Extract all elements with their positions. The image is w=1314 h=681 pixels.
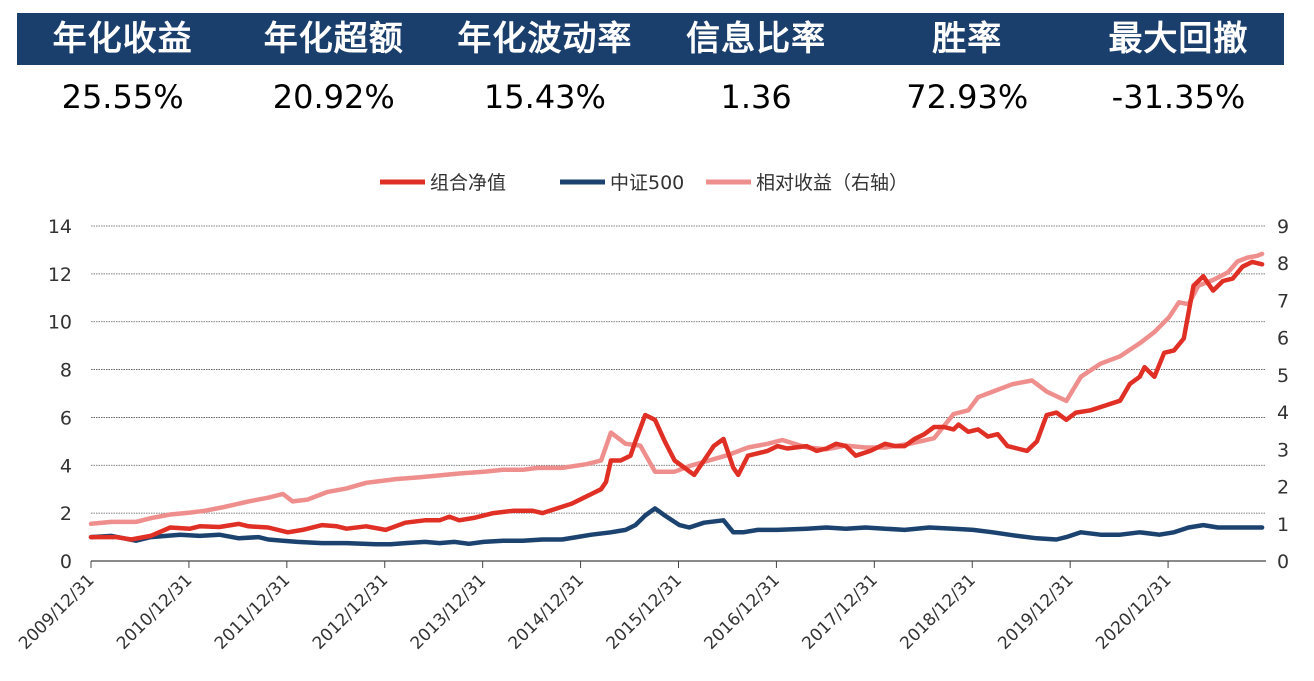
series-lines — [88, 251, 1265, 547]
x-tick-label: 2010/12/31 — [113, 570, 196, 653]
legend-label: 组合净值 — [430, 172, 506, 194]
y-right-tick-label: 2 — [1277, 477, 1289, 499]
metric-value-annual-volatility: 15.43% — [483, 78, 606, 116]
metrics-value-row: 25.55% 20.92% 15.43% 1.36 72.93% -31.35% — [17, 65, 1284, 129]
x-tick-label: 2013/12/31 — [407, 570, 490, 653]
metric-value-information-ratio: 1.36 — [720, 78, 792, 116]
y-right-tick-label: 9 — [1277, 216, 1289, 238]
x-tick-label: 2020/12/31 — [1092, 570, 1175, 653]
y-left-tick-label: 6 — [60, 407, 72, 429]
legend: 组合净值 中证500 相对收益（右轴） — [380, 172, 908, 194]
series-line-2 — [88, 251, 1265, 527]
metric-value-annual-return: 25.55% — [61, 78, 184, 116]
x-tick-label: 2016/12/31 — [701, 570, 784, 653]
x-tick-label: 2011/12/31 — [211, 570, 294, 653]
x-tick-label: 2017/12/31 — [798, 570, 881, 653]
metrics-header-row: 年化收益 年化超额 年化波动率 信息比率 胜率 最大回撤 — [17, 13, 1284, 65]
metric-header-information-ratio: 信息比率 — [686, 19, 827, 59]
series-line-1 — [88, 506, 1265, 547]
y-right-tick-label: 0 — [1277, 551, 1289, 573]
series-line-0 — [88, 259, 1265, 542]
y-left-tick-label: 14 — [48, 216, 72, 238]
x-tick-label: 2018/12/31 — [896, 570, 979, 653]
y-right-tick-label: 8 — [1277, 253, 1289, 275]
x-tick-label: 2012/12/31 — [309, 570, 392, 653]
y-right-tick-label: 4 — [1277, 402, 1289, 424]
metric-header-annual-return: 年化收益 — [52, 19, 193, 59]
y-left-tick-label: 0 — [60, 551, 72, 573]
y-right-tick-label: 3 — [1277, 439, 1289, 461]
x-tick-label: 2019/12/31 — [994, 570, 1077, 653]
y-left-tick-label: 8 — [60, 360, 72, 382]
y-left-tick-label: 2 — [60, 503, 72, 525]
left-y-axis: 0 2 4 6 8 10 12 14 — [48, 216, 72, 573]
x-axis: 2009/12/31 2010/12/31 2011/12/31 2012/12/31… — [15, 560, 1266, 654]
y-right-tick-label: 6 — [1277, 328, 1289, 350]
metric-header-win-rate: 胜率 — [932, 19, 1003, 59]
metric-header-annual-excess: 年化超额 — [263, 19, 404, 59]
metric-value-max-drawdown: -31.35% — [1111, 78, 1246, 116]
metric-value-win-rate: 72.93% — [906, 78, 1029, 116]
y-left-tick-label: 4 — [60, 455, 72, 477]
y-right-tick-label: 7 — [1277, 290, 1289, 312]
legend-label: 相对收益（右轴） — [756, 172, 908, 194]
x-tick-label: 2009/12/31 — [15, 570, 98, 653]
metric-header-max-drawdown: 最大回撤 — [1108, 19, 1249, 59]
y-right-tick-label: 1 — [1277, 514, 1289, 536]
metric-value-annual-excess: 20.92% — [272, 78, 395, 116]
y-right-tick-label: 5 — [1277, 365, 1289, 387]
right-y-axis: 0 1 2 3 4 5 6 7 8 9 — [1277, 216, 1289, 573]
y-left-tick-label: 10 — [48, 312, 72, 334]
x-tick-label: 2014/12/31 — [505, 570, 588, 653]
metrics-table: 年化收益 年化超额 年化波动率 信息比率 胜率 最大回撤 25.55% 20.9… — [17, 13, 1284, 129]
legend-label: 中证500 — [610, 172, 684, 194]
x-tick-label: 2015/12/31 — [603, 570, 686, 653]
y-left-tick-label: 12 — [48, 264, 72, 286]
metric-header-annual-volatility: 年化波动率 — [457, 19, 633, 59]
